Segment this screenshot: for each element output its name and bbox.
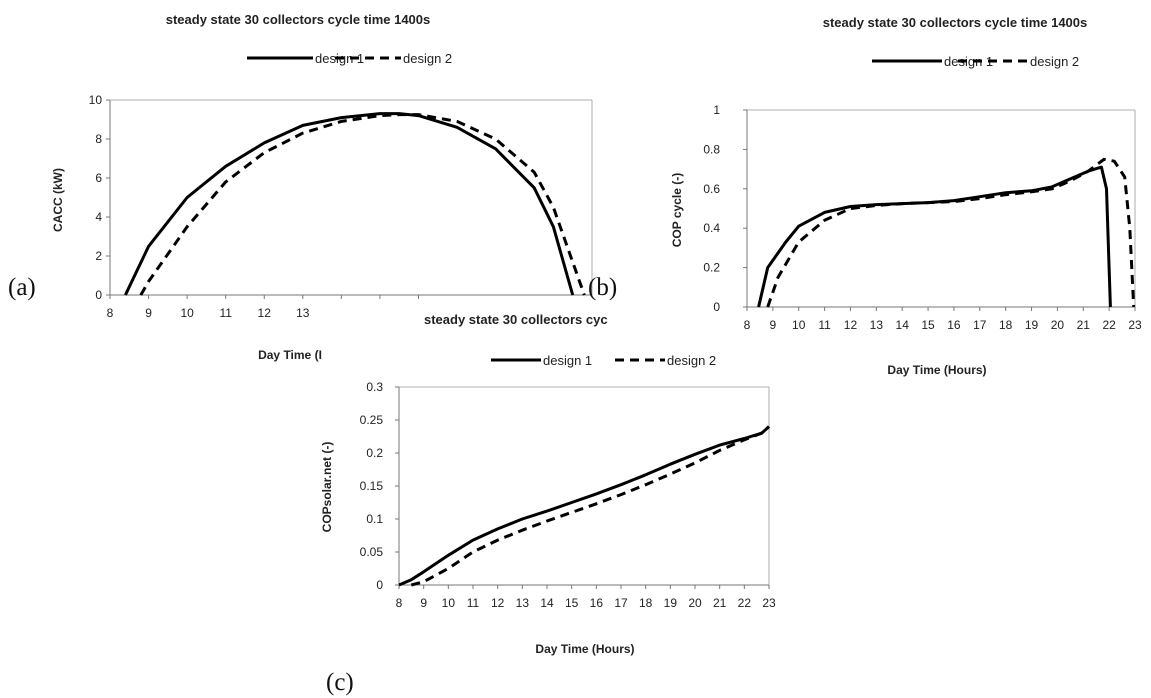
x-tick-label: 9	[420, 596, 427, 610]
y-axis-label: CACC (kW)	[51, 168, 65, 232]
y-tick-label: 0.8	[703, 142, 720, 156]
x-tick-label: 12	[258, 306, 272, 320]
y-tick-label: 6	[95, 171, 102, 185]
x-tick-label: 9	[770, 318, 777, 332]
x-tick-label: 23	[762, 596, 776, 610]
x-tick-label: 12	[491, 596, 505, 610]
x-tick-label: 15	[921, 318, 935, 332]
y-tick-label: 2	[95, 249, 102, 263]
y-tick-label: 0.6	[703, 182, 720, 196]
legend-label: design 2	[403, 51, 452, 66]
x-tick-label: 16	[590, 596, 604, 610]
y-tick-label: 0	[95, 288, 102, 302]
chart-panel-2: steady state 30 collectors cycle time 14…	[588, 15, 1142, 377]
x-tick-label: 21	[1077, 318, 1091, 332]
x-tick-label: 22	[738, 596, 752, 610]
x-tick-label: 18	[639, 596, 653, 610]
y-tick-label: 0.05	[360, 545, 384, 559]
x-tick-label: 11	[818, 318, 831, 332]
y-tick-label: 0.15	[360, 479, 384, 493]
y-tick-label: 0	[713, 300, 720, 314]
x-tick-label: 14	[540, 596, 554, 610]
x-tick-label: 18	[999, 318, 1013, 332]
legend-label: design 1	[543, 353, 592, 368]
x-tick-label: 8	[107, 306, 114, 320]
series-line-design-1	[757, 165, 1112, 308]
x-tick-label: 10	[792, 318, 806, 332]
x-axis-label: Day Time (Hours)	[887, 363, 986, 377]
y-tick-label: 0.3	[366, 380, 383, 394]
x-tick-label: 20	[688, 596, 702, 610]
x-tick-label: 10	[442, 596, 456, 610]
y-tick-label: 0.25	[360, 413, 384, 427]
series-line-design-2	[766, 157, 1136, 308]
y-axis-label: COPsolar.net (-)	[320, 442, 334, 533]
x-tick-label: 16	[947, 318, 961, 332]
series-line-design-1	[124, 112, 575, 296]
series-line-design-2	[410, 425, 770, 587]
legend-label: design 1	[944, 54, 993, 69]
x-tick-label: 10	[180, 306, 194, 320]
x-axis-label: Day Time (Hours)	[535, 642, 634, 656]
y-tick-label: 0.4	[703, 221, 720, 235]
x-tick-label: 13	[870, 318, 884, 332]
legend-label: design 2	[1030, 54, 1079, 69]
x-tick-label: 8	[744, 318, 751, 332]
chart-title: steady state 30 collectors cycle time 14…	[166, 12, 431, 27]
x-tick-label: 19	[1025, 318, 1039, 332]
x-tick-label: 23	[1128, 318, 1142, 332]
x-tick-label: 21	[713, 596, 727, 610]
x-tick-label: 19	[664, 596, 678, 610]
x-axis-label: Day Time (I	[258, 348, 322, 362]
chart-panel-3: steady state 30 collectors cyc design 1 de…	[320, 312, 776, 696]
panel-c-backdrop	[330, 308, 670, 378]
legend-label: design 2	[667, 353, 716, 368]
x-tick-label: 17	[973, 318, 987, 332]
y-tick-label: 0.2	[703, 261, 720, 275]
y-tick-label: 4	[95, 210, 102, 224]
y-tick-label: 0	[376, 578, 383, 592]
y-tick-label: 8	[95, 132, 102, 146]
x-tick-label: 15	[565, 596, 579, 610]
panel-label: (a)	[8, 274, 36, 301]
panel-label: (c)	[326, 669, 354, 696]
x-tick-label: 13	[296, 306, 310, 320]
panel-label: (b)	[588, 274, 617, 301]
x-tick-label: 11	[219, 306, 232, 320]
x-tick-label: 17	[614, 596, 628, 610]
series-line-design-1	[398, 425, 770, 587]
y-tick-label: 0.2	[366, 446, 383, 460]
chart-title: steady state 30 collectors cycle time 14…	[823, 15, 1088, 30]
x-tick-label: 8	[396, 596, 403, 610]
x-tick-label: 9	[145, 306, 152, 320]
series-line-design-2	[139, 113, 586, 296]
x-tick-label: 11	[467, 596, 480, 610]
x-tick-label: 13	[516, 596, 530, 610]
y-tick-label: 0.1	[366, 512, 383, 526]
y-tick-label: 10	[89, 93, 103, 107]
x-tick-label: 12	[844, 318, 858, 332]
x-tick-label: 14	[896, 318, 910, 332]
x-tick-label: 20	[1051, 318, 1065, 332]
chart-title: steady state 30 collectors cyc	[424, 312, 608, 327]
y-tick-label: 1	[713, 103, 720, 117]
x-tick-label: 22	[1102, 318, 1116, 332]
y-axis-label: COP cycle (-)	[670, 173, 684, 247]
